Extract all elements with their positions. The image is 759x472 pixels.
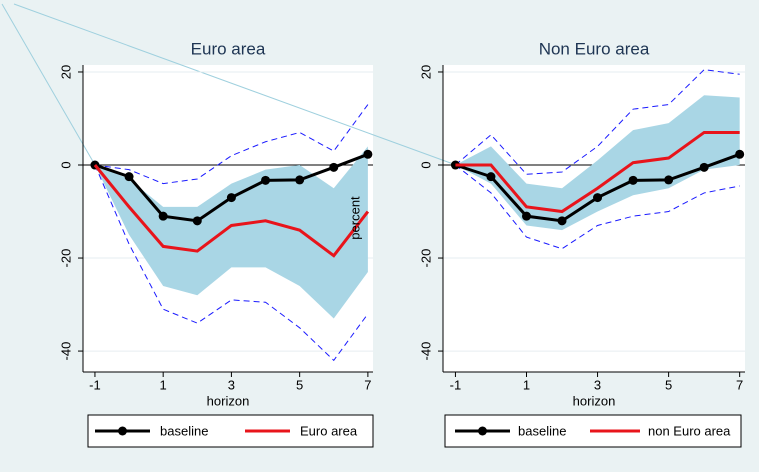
lower-bound — [94, 164, 369, 362]
legend-marker — [478, 426, 487, 436]
y-tick-label: -20 — [58, 249, 73, 268]
legend-label: baseline — [518, 423, 566, 438]
marker — [363, 149, 373, 159]
x-axis-label: horizon — [207, 393, 250, 408]
x-tick-label: -1 — [89, 377, 101, 392]
connector — [13, 3, 457, 166]
legend-label: non Euro area — [648, 423, 731, 438]
y-tick-label: -40 — [418, 342, 433, 361]
chart-title: Non Euro area — [539, 39, 650, 58]
x-tick-label: 3 — [228, 377, 235, 392]
marker — [261, 175, 271, 185]
y-tick-label: 0 — [58, 161, 73, 168]
marker — [329, 162, 339, 172]
legend-label: baseline — [160, 423, 208, 438]
marker — [628, 175, 638, 185]
lower-bound — [455, 164, 740, 250]
y-tick-label: 20 — [418, 65, 433, 79]
connector — [1, 3, 96, 166]
x-tick-label: 7 — [364, 377, 371, 392]
x-tick-label: 3 — [594, 377, 601, 392]
x-axis-label: horizon — [573, 393, 616, 408]
marker — [158, 211, 168, 221]
marker — [699, 162, 709, 172]
x-tick-label: -1 — [450, 377, 462, 392]
marker — [192, 216, 202, 226]
marker — [226, 193, 236, 203]
marker — [557, 216, 567, 226]
legend-label: Euro area — [300, 423, 358, 438]
series-line — [455, 130, 740, 214]
series-line — [93, 164, 370, 258]
marker — [664, 175, 674, 185]
x-tick-label: 5 — [665, 377, 672, 392]
y-tick-label: 0 — [418, 161, 433, 168]
x-tick-label: 7 — [736, 377, 743, 392]
y-axis-label: percent — [347, 196, 362, 240]
marker — [593, 193, 603, 203]
y-tick-label: -20 — [418, 249, 433, 268]
x-tick-label: 5 — [296, 377, 303, 392]
x-tick-label: 1 — [160, 377, 167, 392]
chart-title: Euro area — [191, 39, 266, 58]
y-tick-label: -40 — [58, 342, 73, 361]
upper-bound — [455, 69, 740, 175]
marker — [124, 172, 134, 182]
marker — [735, 149, 745, 159]
legend-marker — [118, 426, 127, 436]
x-tick-label: 1 — [523, 377, 530, 392]
marker — [486, 172, 496, 182]
confidence-band — [455, 95, 740, 231]
marker — [295, 175, 305, 185]
marker — [521, 211, 531, 221]
upper-bound — [94, 104, 369, 185]
confidence-band — [94, 146, 368, 319]
y-tick-label: 20 — [58, 65, 73, 79]
